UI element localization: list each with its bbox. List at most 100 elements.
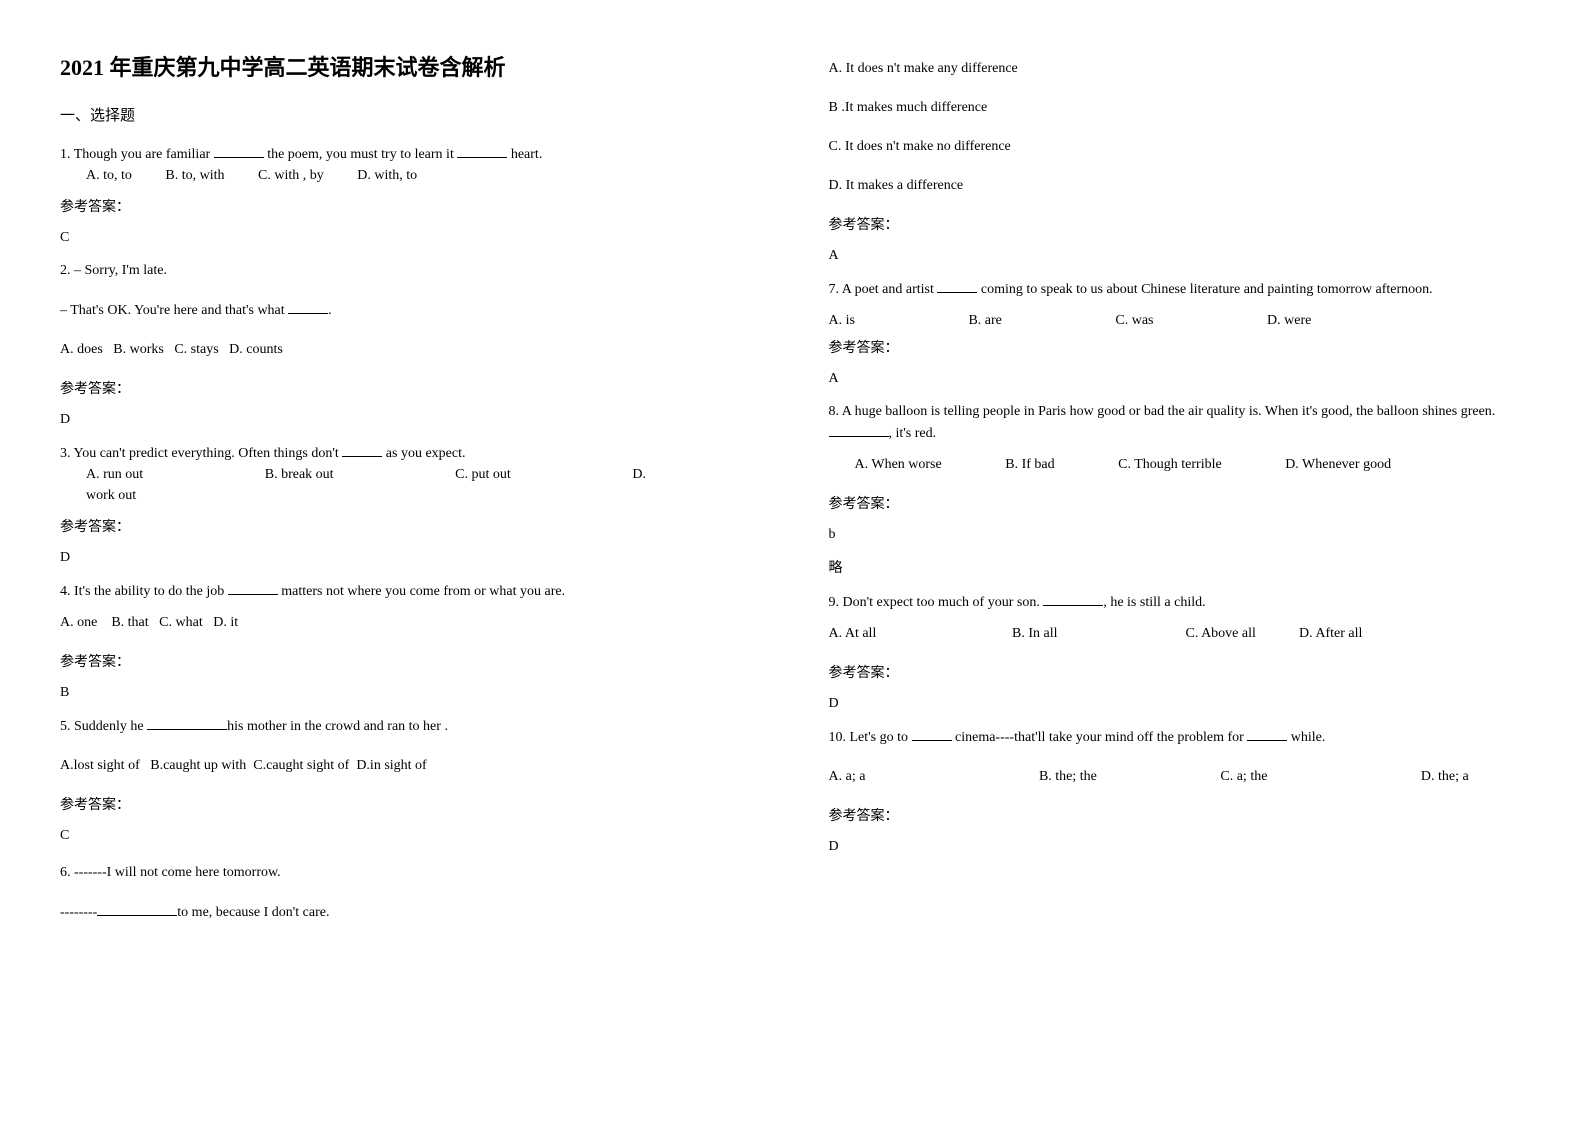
q1-text-a: 1. Though you are familiar bbox=[60, 147, 214, 162]
answer-label: 参考答案： bbox=[829, 805, 1528, 825]
answer-label: 参考答案： bbox=[60, 651, 759, 671]
q6-opt-c: C. It does n't make no difference bbox=[829, 136, 1528, 157]
q10-options: A. a; a B. the; the C. a; the D. the; a bbox=[829, 766, 1528, 787]
q1-options: A. to, to B. to, with C. with , by D. wi… bbox=[60, 165, 759, 186]
answer-label: 参考答案： bbox=[829, 662, 1528, 682]
q7-answer: A bbox=[829, 371, 1528, 387]
q3-stem: 3. You can't predict everything. Often t… bbox=[60, 442, 759, 506]
q3-opt-b: B. break out bbox=[265, 464, 334, 485]
q3-opt-d2: work out bbox=[60, 485, 759, 506]
q9-opt-a: A. At all bbox=[829, 623, 1009, 644]
q3-text-a: 3. You can't predict everything. Often t… bbox=[60, 446, 342, 461]
q5-stem: 5. Suddenly he his mother in the crowd a… bbox=[60, 715, 759, 737]
q10-text-b: cinema----that'll take your mind off the… bbox=[952, 730, 1248, 745]
q9-opt-b: B. In all bbox=[1012, 623, 1182, 644]
q3-opt-a: A. run out bbox=[86, 464, 143, 485]
blank bbox=[342, 442, 382, 457]
q1-opt-a: A. to, to bbox=[86, 165, 132, 186]
q5-text-b: his mother in the crowd and ran to her . bbox=[227, 719, 448, 734]
q6-text-b: to me, because I don't care. bbox=[177, 905, 329, 920]
q7-text-b: coming to speak to us about Chinese lite… bbox=[977, 282, 1432, 297]
q4-text-b: matters not where you come from or what … bbox=[278, 584, 565, 599]
blank bbox=[97, 901, 177, 916]
q4-text-a: 4. It's the ability to do the job bbox=[60, 584, 228, 599]
q8-text-a: 8. A huge balloon is telling people in P… bbox=[829, 404, 1496, 419]
q3-answer: D bbox=[60, 550, 759, 566]
q1-text-b: the poem, you must try to learn it bbox=[264, 147, 458, 162]
q9-text-b: , he is still a child. bbox=[1103, 595, 1205, 610]
answer-label: 参考答案： bbox=[60, 378, 759, 398]
q8-text-b: , it's red. bbox=[889, 426, 937, 441]
q2-line1: 2. – Sorry, I'm late. bbox=[60, 260, 759, 281]
blank bbox=[288, 299, 328, 314]
q1-text-c: heart. bbox=[507, 147, 542, 162]
q10-text-c: while. bbox=[1287, 730, 1325, 745]
blank bbox=[912, 726, 952, 741]
q7-options: A. is B. are C. was D. were bbox=[829, 310, 1528, 331]
q7-opt-a: A. is bbox=[829, 310, 855, 331]
q2-options: A. does B. works C. stays D. counts bbox=[60, 339, 759, 360]
q6-line2: -------- to me, because I don't care. bbox=[60, 901, 759, 923]
q10-answer: D bbox=[829, 839, 1528, 855]
q1-opt-d: D. with, to bbox=[357, 165, 417, 186]
answer-label: 参考答案： bbox=[829, 214, 1528, 234]
answer-label: 参考答案： bbox=[60, 196, 759, 216]
q6-text-a: -------- bbox=[60, 905, 97, 920]
blank bbox=[1043, 591, 1103, 606]
q9-text-a: 9. Don't expect too much of your son. bbox=[829, 595, 1044, 610]
q1-answer: C bbox=[60, 230, 759, 246]
q10-stem: 10. Let's go to cinema----that'll take y… bbox=[829, 726, 1528, 748]
q5-answer: C bbox=[60, 828, 759, 844]
answer-label: 参考答案： bbox=[829, 493, 1528, 513]
q8-opt-a: A. When worse bbox=[855, 454, 942, 475]
blank bbox=[829, 422, 889, 437]
q8-opt-b: B. If bad bbox=[1005, 454, 1054, 475]
q8-stem: 8. A huge balloon is telling people in P… bbox=[829, 401, 1528, 444]
document-title: 2021 年重庆第九中学高二英语期末试卷含解析 bbox=[60, 50, 759, 82]
q2-text-a: – That's OK. You're here and that's what bbox=[60, 303, 288, 318]
q9-opt-d: D. After all bbox=[1299, 623, 1362, 644]
q9-answer: D bbox=[829, 696, 1528, 712]
q3-text-b: as you expect. bbox=[382, 446, 465, 461]
q4-answer: B bbox=[60, 685, 759, 701]
blank bbox=[1247, 726, 1287, 741]
q7-stem: 7. A poet and artist coming to speak to … bbox=[829, 278, 1528, 300]
q3-opt-c: C. put out bbox=[455, 464, 511, 485]
q10-opt-c: C. a; the bbox=[1220, 766, 1267, 787]
q10-opt-d: D. the; a bbox=[1421, 766, 1469, 787]
q10-opt-b: B. the; the bbox=[1039, 766, 1097, 787]
q5-text-a: 5. Suddenly he bbox=[60, 719, 147, 734]
q10-text-a: 10. Let's go to bbox=[829, 730, 912, 745]
q6-opt-d: D. It makes a difference bbox=[829, 175, 1528, 196]
q8-opt-d: D. Whenever good bbox=[1285, 454, 1391, 475]
q9-opt-c: C. Above all bbox=[1186, 623, 1296, 644]
q4-stem: 4. It's the ability to do the job matter… bbox=[60, 580, 759, 602]
right-column: A. It does n't make any difference B .It… bbox=[829, 50, 1528, 933]
q8-answer: b bbox=[829, 527, 1528, 543]
q4-options: A. one B. that C. what D. it bbox=[60, 612, 759, 633]
blank bbox=[937, 278, 977, 293]
q7-opt-c: C. was bbox=[1115, 310, 1153, 331]
q6-opt-a: A. It does n't make any difference bbox=[829, 58, 1528, 79]
q2-answer: D bbox=[60, 412, 759, 428]
q9-stem: 9. Don't expect too much of your son. , … bbox=[829, 591, 1528, 613]
blank bbox=[214, 143, 264, 158]
q2-line2: – That's OK. You're here and that's what… bbox=[60, 299, 759, 321]
q1-opt-b: B. to, with bbox=[165, 165, 224, 186]
q7-opt-b: B. are bbox=[968, 310, 1001, 331]
q6-line1: 6. -------I will not come here tomorrow. bbox=[60, 862, 759, 883]
q1-opt-c: C. with , by bbox=[258, 165, 324, 186]
q7-text-a: 7. A poet and artist bbox=[829, 282, 938, 297]
q2-text-b: . bbox=[328, 303, 332, 318]
q10-opt-a: A. a; a bbox=[829, 766, 866, 787]
page-root: 2021 年重庆第九中学高二英语期末试卷含解析 一、选择题 1. Though … bbox=[60, 50, 1527, 933]
blank bbox=[147, 715, 227, 730]
q9-options: A. At all B. In all C. Above all D. Afte… bbox=[829, 623, 1528, 644]
section-heading: 一、选择题 bbox=[60, 104, 759, 125]
left-column: 2021 年重庆第九中学高二英语期末试卷含解析 一、选择题 1. Though … bbox=[60, 50, 759, 933]
q6-opt-b: B .It makes much difference bbox=[829, 97, 1528, 118]
blank bbox=[457, 143, 507, 158]
q8-opt-c: C. Though terrible bbox=[1118, 454, 1222, 475]
blank bbox=[228, 580, 278, 595]
answer-label: 参考答案： bbox=[60, 794, 759, 814]
